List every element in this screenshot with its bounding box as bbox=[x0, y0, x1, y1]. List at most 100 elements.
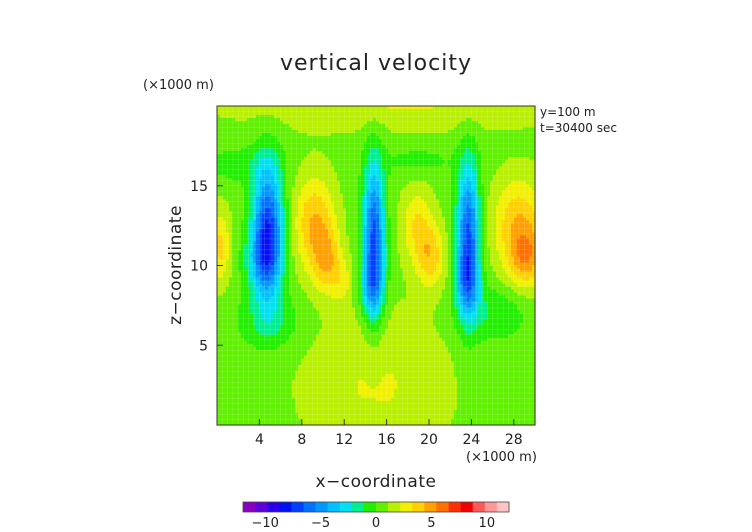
heatmap-cell bbox=[262, 379, 266, 384]
heatmap-cell bbox=[316, 415, 320, 420]
heatmap-cell bbox=[253, 397, 257, 402]
heatmap-cell bbox=[244, 202, 248, 206]
heatmap-cell bbox=[328, 382, 332, 387]
heatmap-cell bbox=[316, 244, 320, 249]
heatmap-cell bbox=[283, 136, 287, 140]
heatmap-cell bbox=[301, 226, 305, 230]
heatmap-cell bbox=[223, 223, 227, 227]
heatmap-cell bbox=[313, 166, 317, 170]
heatmap-cell bbox=[217, 352, 221, 357]
heatmap-cell bbox=[262, 235, 266, 240]
heatmap-cell bbox=[301, 187, 305, 191]
heatmap-cell bbox=[232, 400, 236, 405]
heatmap-cell bbox=[331, 334, 335, 339]
heatmap-cell bbox=[262, 256, 266, 261]
heatmap-cell bbox=[310, 391, 314, 396]
heatmap-cell bbox=[328, 187, 332, 191]
heatmap-cell bbox=[340, 175, 344, 179]
heatmap-cell bbox=[223, 220, 227, 224]
heatmap-cell bbox=[274, 151, 278, 155]
heatmap-cell bbox=[289, 241, 293, 246]
heatmap-cell bbox=[268, 244, 272, 249]
heatmap-cell bbox=[337, 112, 341, 116]
heatmap-cell bbox=[220, 157, 224, 161]
heatmap-cell bbox=[313, 328, 317, 333]
heatmap-cell bbox=[259, 367, 263, 372]
heatmap-cell bbox=[328, 331, 332, 336]
heatmap-cell bbox=[232, 130, 236, 134]
heatmap-cell bbox=[307, 190, 311, 194]
heatmap-cell bbox=[316, 133, 320, 137]
heatmap-cell bbox=[232, 370, 236, 375]
heatmap-cell bbox=[253, 307, 257, 312]
heatmap-cell bbox=[301, 268, 305, 273]
heatmap-cell bbox=[256, 406, 260, 411]
heatmap-cell bbox=[295, 400, 299, 405]
heatmap-cell bbox=[244, 403, 248, 408]
heatmap-cell bbox=[289, 352, 293, 357]
heatmap-cell bbox=[274, 337, 278, 342]
heatmap-cell bbox=[286, 367, 290, 372]
heatmap-cell bbox=[313, 199, 317, 203]
heatmap-cell bbox=[229, 313, 233, 318]
heatmap-cell bbox=[316, 202, 320, 206]
heatmap-cell bbox=[244, 160, 248, 164]
heatmap-cell bbox=[244, 220, 248, 224]
heatmap-cell bbox=[325, 106, 329, 110]
heatmap-cell bbox=[229, 370, 233, 375]
heatmap-cell bbox=[337, 376, 341, 381]
heatmap-cell bbox=[250, 229, 254, 233]
heatmap-cell bbox=[334, 385, 338, 390]
heatmap-cell bbox=[244, 199, 248, 203]
heatmap-cell bbox=[235, 361, 239, 366]
heatmap-cell bbox=[262, 145, 266, 149]
heatmap-cell bbox=[298, 280, 302, 285]
heatmap-cell bbox=[241, 181, 245, 185]
heatmap-cell bbox=[304, 166, 308, 170]
heatmap-cell bbox=[223, 355, 227, 360]
heatmap-cell bbox=[247, 364, 251, 369]
heatmap-cell bbox=[250, 163, 254, 167]
heatmap-cell bbox=[268, 421, 272, 426]
heatmap-cell bbox=[241, 340, 245, 345]
heatmap-cell bbox=[319, 310, 323, 315]
heatmap-cell bbox=[247, 292, 251, 297]
heatmap-cell bbox=[217, 232, 221, 237]
heatmap-cell bbox=[325, 238, 329, 243]
heatmap-cell bbox=[328, 205, 332, 209]
heatmap-cell bbox=[340, 244, 344, 249]
heatmap-cell bbox=[253, 406, 257, 411]
heatmap-cell bbox=[289, 238, 293, 243]
heatmap-cell bbox=[277, 268, 281, 273]
heatmap-cell bbox=[217, 316, 221, 321]
heatmap-cell bbox=[289, 283, 293, 288]
heatmap-cell bbox=[229, 316, 233, 321]
heatmap-cell bbox=[313, 256, 317, 261]
heatmap-cell bbox=[226, 130, 230, 134]
heatmap-cell bbox=[268, 127, 272, 131]
heatmap-cell bbox=[232, 310, 236, 315]
heatmap-cell bbox=[271, 175, 275, 179]
heatmap-cell bbox=[286, 178, 290, 182]
heatmap-cell bbox=[265, 262, 269, 267]
heatmap-cell bbox=[313, 106, 317, 110]
heatmap-cell bbox=[301, 247, 305, 252]
heatmap-cell bbox=[271, 271, 275, 276]
heatmap-cell bbox=[322, 166, 326, 170]
heatmap-cell bbox=[313, 289, 317, 294]
heatmap-cell bbox=[238, 232, 242, 237]
heatmap-cell bbox=[241, 322, 245, 327]
heatmap-cell bbox=[226, 178, 230, 182]
heatmap-cell bbox=[253, 379, 257, 384]
heatmap-cell bbox=[226, 346, 230, 351]
heatmap-cell bbox=[304, 388, 308, 393]
heatmap-cell bbox=[292, 205, 296, 209]
heatmap-cell bbox=[259, 109, 263, 113]
heatmap-cell bbox=[283, 400, 287, 405]
heatmap-cell bbox=[334, 367, 338, 372]
heatmap-cell bbox=[235, 193, 239, 197]
heatmap-cell bbox=[235, 295, 239, 300]
heatmap-cell bbox=[253, 268, 257, 273]
heatmap-cell bbox=[310, 223, 314, 227]
heatmap-cell bbox=[229, 175, 233, 179]
